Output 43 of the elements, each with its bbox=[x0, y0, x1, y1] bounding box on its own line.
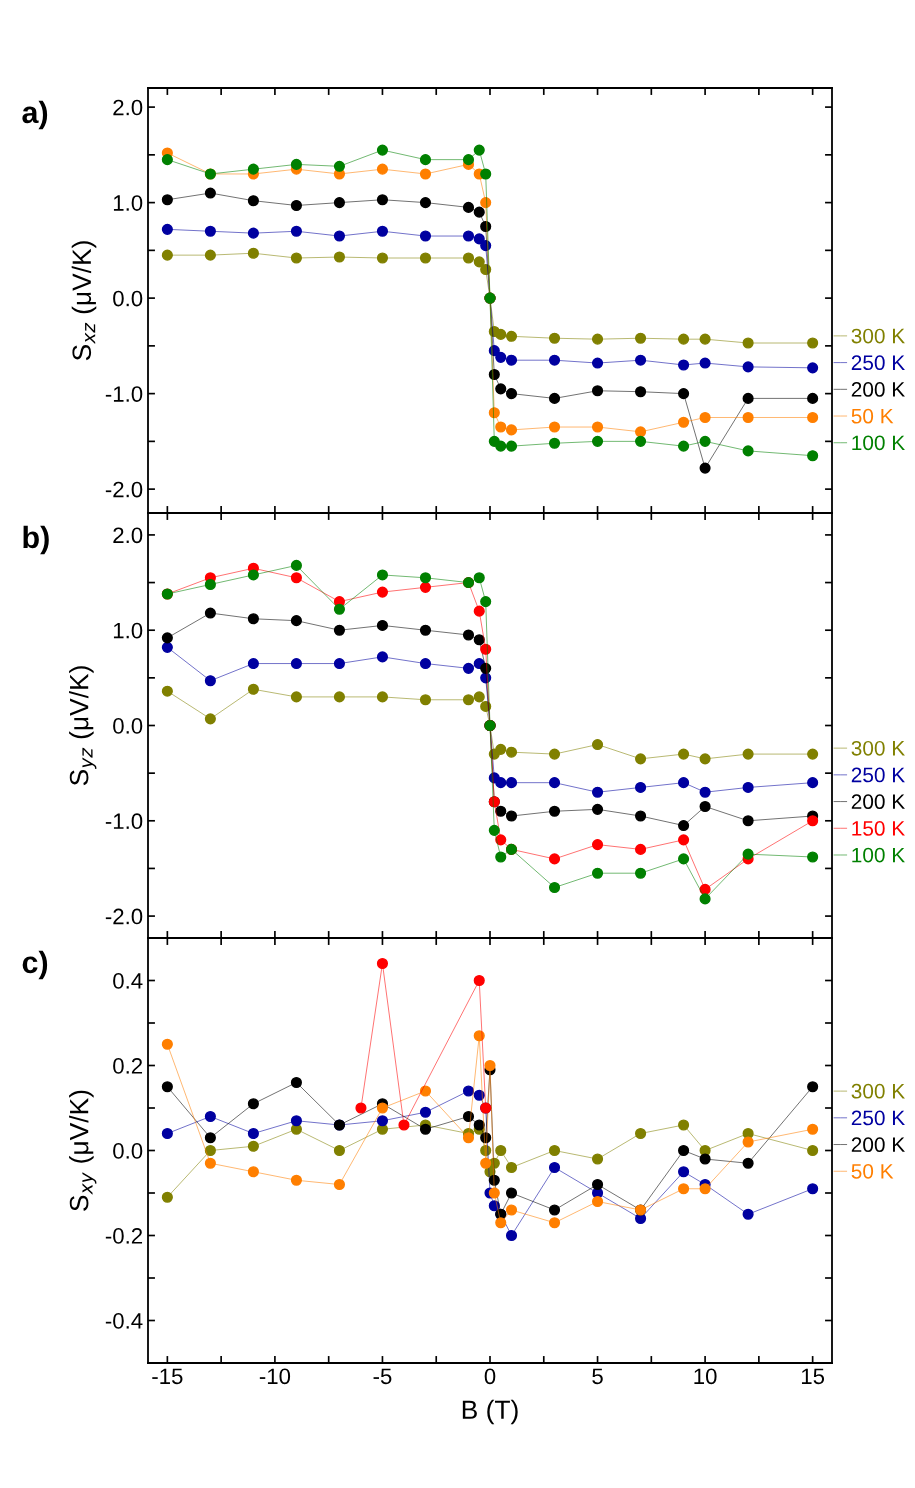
legend-label: 300 K bbox=[851, 328, 905, 344]
legend-label: 200 K bbox=[851, 1137, 905, 1153]
legend-label: 250 K bbox=[851, 1110, 905, 1126]
y-tick-label: -1.0 bbox=[105, 386, 143, 402]
legend-label: 50 K bbox=[851, 1164, 894, 1179]
y-axis-title: S$_{xz}$ (μV/K) bbox=[71, 241, 97, 361]
y-tick-label: 1.0 bbox=[113, 195, 143, 211]
legend-label: 200 K bbox=[851, 382, 905, 397]
x-tick-label: -10 bbox=[259, 1368, 291, 1385]
legend-label: 150 K bbox=[852, 821, 905, 836]
x-tick-label: 0 bbox=[484, 1368, 496, 1385]
y-tick-label: 0.0 bbox=[113, 1143, 143, 1159]
legend-label: 50 K bbox=[851, 408, 894, 424]
y-tick-label: 0.0 bbox=[113, 718, 143, 734]
y-tick-label: -2.0 bbox=[105, 481, 143, 498]
y-tick-label: 0.4 bbox=[113, 973, 143, 989]
x-tick-label: 10 bbox=[694, 1368, 717, 1385]
legend-label: 300 K bbox=[851, 1083, 905, 1099]
y-axis-title: S$_{yz}$ (μV/K) bbox=[69, 666, 97, 786]
y-tick-label: 0.0 bbox=[113, 290, 143, 307]
x-tick-label: -5 bbox=[373, 1368, 392, 1385]
chart-title: a) bbox=[22, 100, 48, 130]
legend-label: 200 K bbox=[851, 794, 905, 810]
y-tick-label: -0.2 bbox=[105, 1228, 143, 1244]
legend-label: 300 K bbox=[851, 740, 905, 756]
y-tick-label: 0.2 bbox=[113, 1058, 143, 1074]
x-tick-label: 5 bbox=[592, 1368, 603, 1385]
legend-label: 250 K bbox=[851, 355, 905, 371]
x-tick-label: 15 bbox=[801, 1368, 825, 1385]
y-tick-label: -2.0 bbox=[105, 908, 143, 925]
y-tick-label: 2.0 bbox=[113, 99, 143, 116]
legend-label: 100 K bbox=[852, 847, 905, 863]
y-tick-label: 2.0 bbox=[113, 527, 143, 544]
y-tick-label: 1.0 bbox=[113, 622, 143, 639]
y-tick-label: -1.0 bbox=[105, 813, 143, 830]
chart-title: b) bbox=[23, 525, 49, 555]
chart-title: c) bbox=[22, 950, 48, 980]
x-axis-title: B (T) bbox=[462, 1399, 518, 1425]
y-axis-title: S$_{xy}$ (μV/K) bbox=[69, 1090, 97, 1211]
legend-label: 100 K bbox=[852, 435, 905, 451]
legend-label: 250 K bbox=[851, 767, 905, 783]
y-tick-label: -0.4 bbox=[105, 1313, 143, 1329]
x-tick-label: -15 bbox=[152, 1368, 183, 1385]
